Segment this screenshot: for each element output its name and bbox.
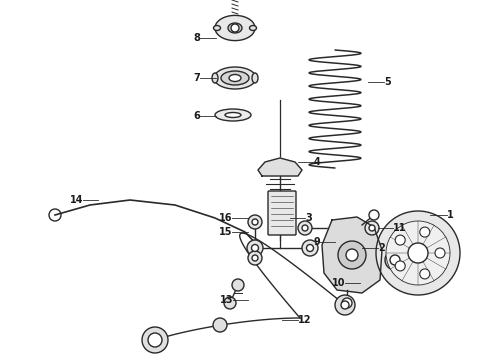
Circle shape (365, 221, 379, 235)
Circle shape (248, 215, 262, 229)
Circle shape (342, 298, 352, 308)
Ellipse shape (221, 71, 249, 85)
Circle shape (252, 219, 258, 225)
Polygon shape (215, 15, 255, 41)
Ellipse shape (229, 75, 241, 81)
Circle shape (408, 243, 428, 263)
Ellipse shape (249, 26, 256, 31)
Text: 10: 10 (332, 278, 345, 288)
Text: 1: 1 (447, 210, 454, 220)
Circle shape (395, 261, 405, 271)
Text: 9: 9 (313, 237, 320, 247)
Ellipse shape (228, 23, 242, 33)
Circle shape (341, 301, 349, 309)
Circle shape (232, 279, 244, 291)
Circle shape (369, 225, 375, 231)
Text: 8: 8 (193, 33, 200, 43)
Circle shape (385, 250, 405, 270)
Text: 2: 2 (378, 243, 385, 253)
Circle shape (386, 221, 450, 285)
Text: 7: 7 (193, 73, 200, 83)
Text: 13: 13 (220, 295, 233, 305)
Circle shape (376, 211, 460, 295)
Circle shape (302, 225, 308, 231)
FancyBboxPatch shape (268, 191, 296, 235)
Text: 11: 11 (393, 223, 407, 233)
Circle shape (307, 244, 314, 252)
Text: 5: 5 (384, 77, 391, 87)
Ellipse shape (252, 73, 258, 83)
Ellipse shape (225, 112, 241, 117)
Ellipse shape (215, 109, 251, 121)
Text: 12: 12 (298, 315, 312, 325)
Circle shape (142, 327, 168, 353)
Circle shape (335, 295, 355, 315)
Circle shape (248, 251, 262, 265)
Text: 4: 4 (314, 157, 321, 167)
Circle shape (251, 244, 259, 252)
Text: 15: 15 (219, 227, 232, 237)
Circle shape (435, 248, 445, 258)
Ellipse shape (214, 67, 256, 89)
Circle shape (420, 227, 430, 237)
Circle shape (224, 297, 236, 309)
Circle shape (395, 235, 405, 245)
Circle shape (390, 255, 400, 265)
Text: 6: 6 (193, 111, 200, 121)
Ellipse shape (214, 26, 220, 31)
Circle shape (247, 240, 263, 256)
Circle shape (148, 333, 162, 347)
Polygon shape (258, 158, 302, 176)
Circle shape (213, 318, 227, 332)
Circle shape (420, 269, 430, 279)
Circle shape (298, 221, 312, 235)
Circle shape (252, 255, 258, 261)
Circle shape (338, 241, 366, 269)
Circle shape (346, 249, 358, 261)
Circle shape (231, 24, 239, 32)
Circle shape (369, 210, 379, 220)
Text: 3: 3 (305, 213, 312, 223)
Circle shape (302, 240, 318, 256)
Text: 14: 14 (70, 195, 83, 205)
Ellipse shape (212, 73, 218, 83)
Text: 16: 16 (219, 213, 232, 223)
Polygon shape (322, 217, 382, 293)
